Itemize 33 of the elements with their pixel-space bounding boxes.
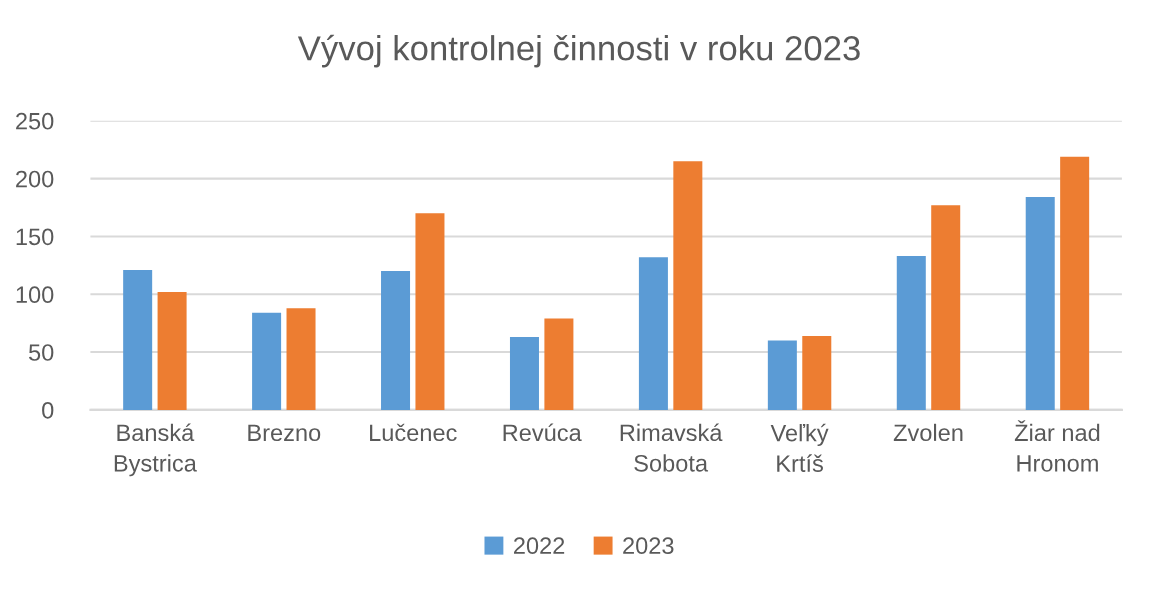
x-tick-label: Žiar nad Hronom (1014, 420, 1100, 472)
bar (157, 291, 187, 410)
bar (123, 269, 153, 410)
x-tick-label: Rimavská Sobota (620, 423, 723, 472)
y-tick-label: 150 (16, 228, 54, 246)
legend-label: 2022 (514, 537, 565, 555)
bar (931, 205, 961, 410)
y-tick-label: 250 (16, 112, 54, 130)
bar (802, 335, 832, 410)
bar (638, 257, 668, 410)
x-tick-label: Banská Bystrica (114, 423, 197, 477)
y-tick-label: 0 (42, 401, 54, 419)
x-tick-label: Veľký Krtíš (770, 423, 829, 472)
bar (544, 318, 574, 410)
legend-label: 2023 (623, 537, 674, 555)
bar (1060, 156, 1090, 410)
x-tick-label: Lučenec (370, 423, 457, 442)
y-tick-label: 100 (16, 286, 54, 304)
chart-title: Vývoj kontrolnej činnosti v roku 2023 (297, 34, 860, 68)
bar (509, 337, 539, 410)
bar (1025, 197, 1055, 410)
bar (381, 271, 411, 410)
x-tick-label: Revúca (503, 423, 582, 442)
bar (767, 340, 797, 410)
bar (415, 213, 445, 410)
y-tick-label: 50 (28, 344, 54, 361)
x-tick-label: Zvolen (893, 423, 963, 442)
x-tick-label: Brezno (248, 424, 321, 442)
y-tick-label: 200 (16, 170, 54, 188)
bar (286, 308, 316, 410)
bar (252, 312, 282, 410)
bar (673, 161, 703, 410)
bar (896, 256, 926, 410)
